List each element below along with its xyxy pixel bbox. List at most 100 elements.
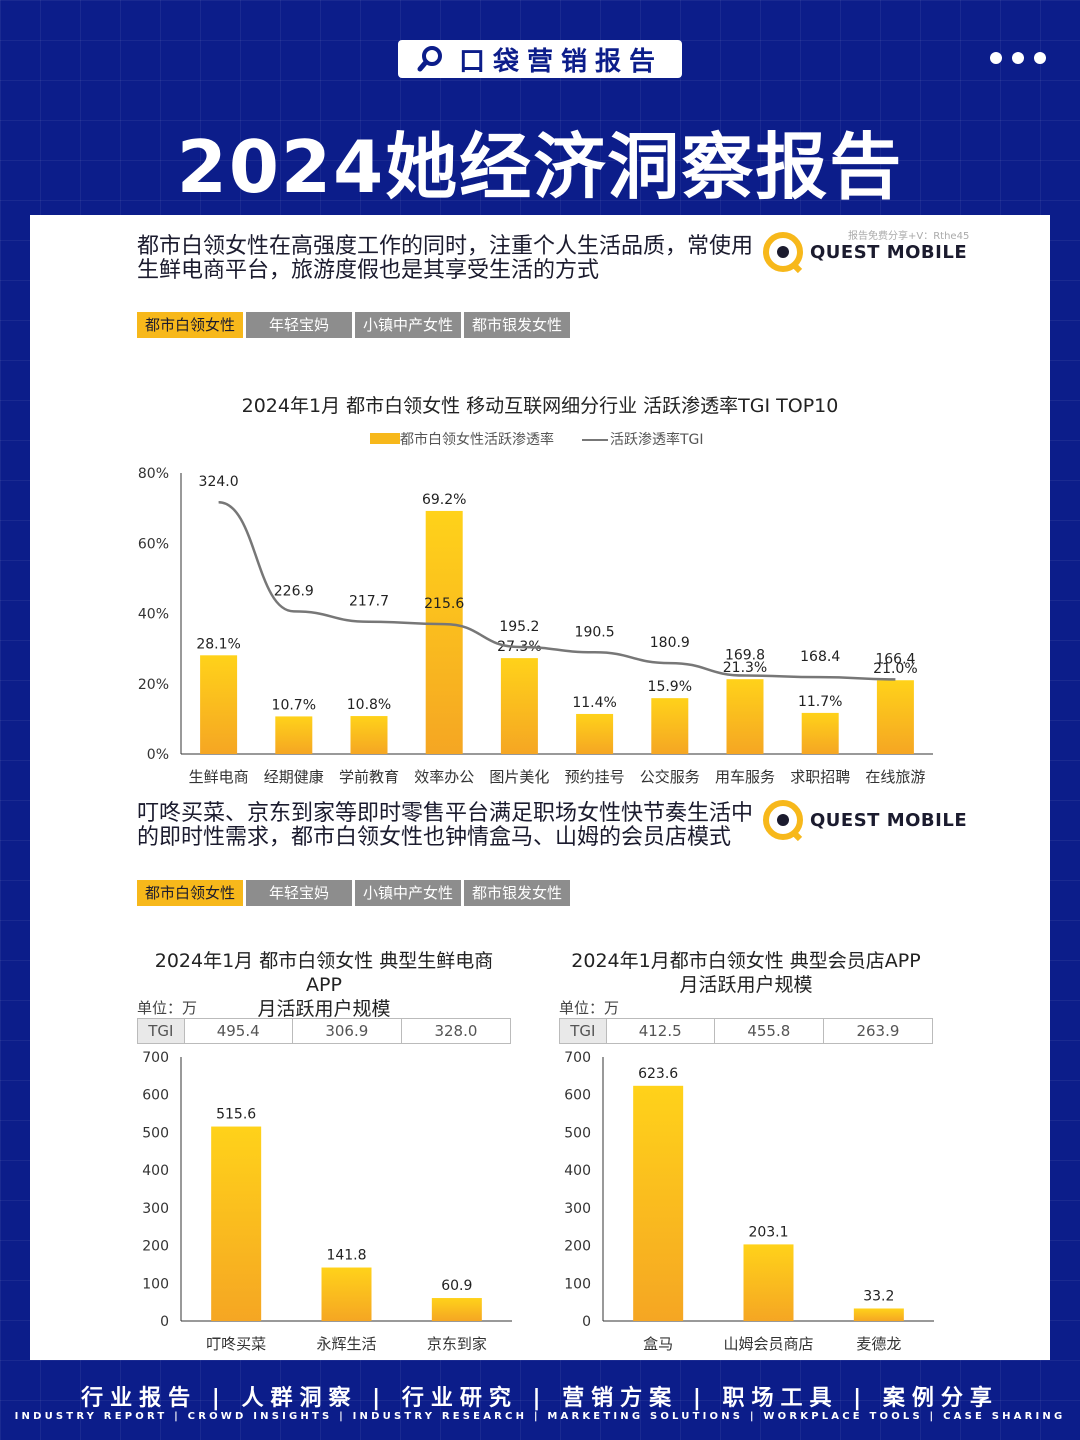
line-value-label: 217.7 <box>349 594 389 610</box>
y-tick-label: 40% <box>138 607 169 623</box>
questmobile-logo-icon <box>763 232 803 273</box>
share-watermark: 报告免费分享+V：Rthe45 <box>848 231 970 242</box>
tab-small-town-women[interactable]: 小镇中产女性 <box>355 312 461 338</box>
y-tick-label: 400 <box>142 1163 169 1179</box>
bar-value-label: 69.2% <box>422 492 466 508</box>
bar <box>200 655 238 754</box>
x-tick-label: 在线旅游 <box>865 768 925 786</box>
y-tick-label: 100 <box>142 1276 169 1292</box>
bar <box>576 713 614 754</box>
line-value-label: 180.9 <box>650 635 690 651</box>
tab-young-mothers[interactable]: 年轻宝妈 <box>246 312 352 338</box>
line-value-label: 169.8 <box>725 648 765 664</box>
tab-urban-white-collar[interactable]: 都市白领女性 <box>137 312 243 338</box>
more-icon[interactable] <box>990 52 1046 64</box>
bar <box>275 716 313 754</box>
bar-value-label: 28.1% <box>196 636 240 652</box>
tab-silver-women[interactable]: 都市银发女性 <box>464 312 570 338</box>
chart2-tgi-row: TGI 495.4 306.9 328.0 <box>137 1018 511 1044</box>
x-tick-label: 山姆会员商店 <box>723 1335 813 1353</box>
chart3-svg: 0 100 200 300 400 500 600 700 623.6 盒马 203.1 山姆会员商店… <box>564 1050 934 1353</box>
bar <box>651 698 689 754</box>
x-tick-label: 用车服务 <box>715 768 775 786</box>
tab-silver-women[interactable]: 都市银发女性 <box>464 880 570 906</box>
bar-value-label: 11.4% <box>572 695 616 711</box>
bar <box>350 716 388 754</box>
line-value-label: 166.4 <box>875 651 915 667</box>
y-tick-label: 0 <box>160 1314 169 1330</box>
bar <box>500 658 538 754</box>
legend-item-bar: 都市白领女性活跃渗透率 <box>370 429 554 449</box>
chart3-tgi-row: TGI 412.5 455.8 263.9 <box>559 1018 933 1044</box>
bar-value-label: 10.7% <box>272 697 316 713</box>
bar-value-label: 15.9% <box>648 679 692 695</box>
tab-young-mothers[interactable]: 年轻宝妈 <box>246 880 352 906</box>
bar-value-label: 10.8% <box>347 697 391 713</box>
bar-value-label: 515.6 <box>216 1107 256 1123</box>
x-tick-label: 盒马 <box>643 1335 673 1353</box>
chart1-title: 2024年1月 都市白领女性 移动互联网细分行业 活跃渗透率TGI TOP10 <box>241 395 839 417</box>
bar <box>321 1267 372 1321</box>
bar-value-label: 21.3% <box>723 660 767 676</box>
headline-line: 的即时性需求，都市白领女性也钟情盒马、山姆的会员店模式 <box>137 825 732 850</box>
bar-value-label: 203.1 <box>748 1224 788 1240</box>
x-tick-label: 生鲜电商 <box>189 768 249 786</box>
bar <box>853 1308 904 1321</box>
x-tick-label: 叮咚买菜 <box>206 1335 266 1353</box>
footer-categories: 行业报告 | 人群洞察 | 行业研究 | 营销方案 | 职场工具 | 案例分享 <box>81 1386 999 1411</box>
chart2-title: 2024年1月 都市白领女性 典型生鲜电商APP 月活跃用户规模 <box>154 950 494 1020</box>
y-tick-label: 80% <box>138 466 169 482</box>
tab-small-town-women[interactable]: 小镇中产女性 <box>355 880 461 906</box>
bar-value-label: 11.7% <box>798 694 842 710</box>
bar-value-label: 623.6 <box>638 1066 678 1082</box>
chart2-unit: 单位：万 <box>137 999 198 1017</box>
bar-value-label: 33.2 <box>863 1288 894 1304</box>
y-tick-label: 0 <box>582 1314 591 1330</box>
bar-value-label: 60.9 <box>441 1278 472 1294</box>
y-tick-label: 400 <box>564 1163 591 1179</box>
line-value-label: 190.5 <box>575 624 615 640</box>
logo-text: QUEST MOBILE <box>810 809 968 831</box>
brand-name: 口袋营销报告 <box>458 46 663 77</box>
chart1-legend: 都市白领女性活跃渗透率 活跃渗透率TGI <box>370 429 704 449</box>
x-tick-label: 永辉生活 <box>316 1335 376 1353</box>
line-value-label: 215.6 <box>424 596 464 612</box>
segment-tabs: 都市白领女性 年轻宝妈 小镇中产女性 都市银发女性 <box>137 312 570 338</box>
x-tick-label: 麦德龙 <box>856 1335 901 1353</box>
chart3-unit: 单位：万 <box>559 999 620 1017</box>
x-tick-label: 经期健康 <box>264 768 324 786</box>
headline-line: 生鲜电商平台，旅游度假也是其享受生活的方式 <box>137 258 600 283</box>
x-tick-label: 预约挂号 <box>565 768 625 786</box>
chart2-svg: 0 100 200 300 400 500 600 700 515.6 叮咚买菜 141.8 永辉生活… <box>142 1050 512 1353</box>
bar <box>876 680 914 754</box>
segment-tabs-2: 都市白领女性 年轻宝妈 小镇中产女性 都市银发女性 <box>137 880 570 906</box>
brand-pill: 口袋营销报告 <box>398 40 682 78</box>
tab-urban-white-collar[interactable]: 都市白领女性 <box>137 880 243 906</box>
x-tick-label: 图片美化 <box>489 768 549 786</box>
y-tick-label: 20% <box>138 677 169 693</box>
bar <box>743 1244 794 1321</box>
bar <box>726 679 764 754</box>
bar-value-label: 21.0% <box>873 661 917 677</box>
y-tick-label: 200 <box>564 1239 591 1255</box>
questmobile-logo: QUEST MOBILE <box>762 799 967 841</box>
section2-headline: 叮咚买菜、京东到家等即时零售平台满足职场女性快节奏生活中 的即时性需求，都市白领… <box>137 802 757 850</box>
tgi-line <box>218 500 896 681</box>
bar-value-label: 141.8 <box>326 1248 366 1264</box>
questmobile-logo-icon <box>763 800 803 841</box>
y-tick-label: 60% <box>138 536 169 552</box>
x-tick-label: 效率办公 <box>414 768 474 786</box>
y-tick-label: 100 <box>564 1276 591 1292</box>
questmobile-logo: QUEST MOBILE <box>762 231 967 273</box>
y-tick-label: 500 <box>142 1125 169 1141</box>
line-value-label: 168.4 <box>800 649 840 665</box>
y-tick-label: 300 <box>142 1201 169 1217</box>
footer-categories-en: INDUSTRY REPORT | CROWD INSIGHTS | INDUS… <box>14 1411 1066 1422</box>
bar <box>801 712 839 754</box>
bar <box>633 1085 684 1321</box>
section1-headline: 都市白领女性在高强度工作的同时，注重个人生活品质，常使用 生鲜电商平台，旅游度假… <box>137 235 757 283</box>
line-value-label: 226.9 <box>274 583 314 599</box>
page-title: 2024她经济洞察报告 <box>176 125 904 209</box>
legend-item-line: 活跃渗透率TGI <box>582 429 704 449</box>
x-tick-label: 京东到家 <box>427 1335 487 1353</box>
